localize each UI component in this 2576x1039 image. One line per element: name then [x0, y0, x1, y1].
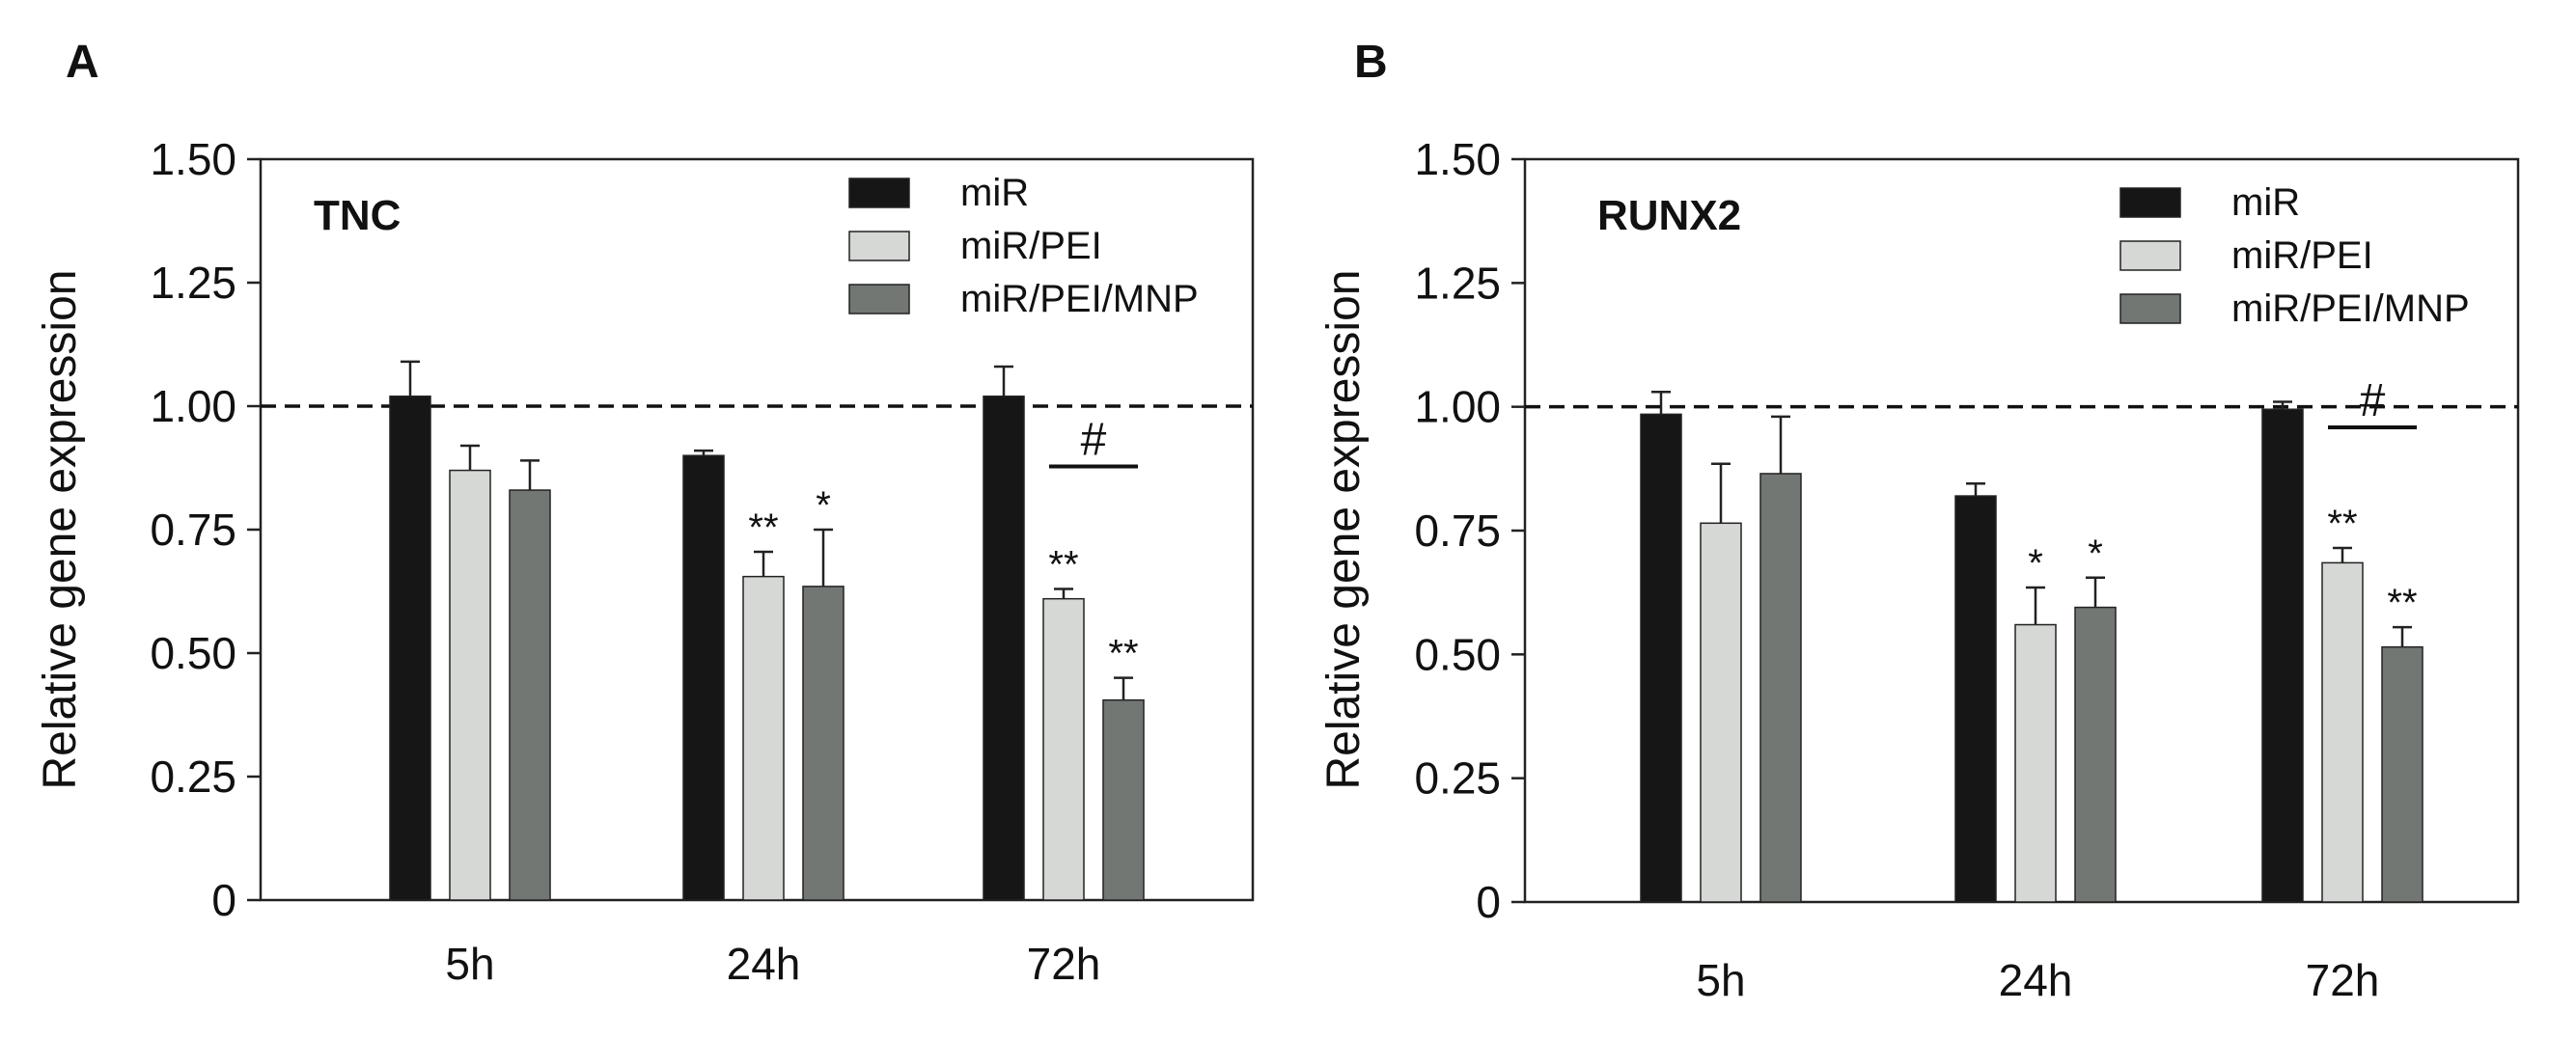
y-tick-label: 0.25 [150, 752, 236, 802]
panel-b: B 0 0.25 0.50 0.75 1.00 1.25 1.50 Relative gene … [1318, 37, 2520, 1005]
y-tick-label: 1.00 [150, 381, 236, 431]
significance-mark: * [816, 484, 831, 527]
bar [449, 469, 491, 901]
bar [389, 396, 431, 901]
significance-mark: * [2088, 533, 2103, 575]
panel-letter: B [1354, 37, 1388, 88]
y-tick-label: 0.75 [1414, 506, 1501, 556]
bar [509, 489, 551, 901]
bar [1640, 413, 1682, 903]
legend-label: miR [2231, 181, 2300, 224]
significance-mark: ** [748, 506, 778, 549]
bar [1700, 522, 1742, 903]
significance-mark: ** [2327, 503, 2357, 545]
legend-swatch [2119, 240, 2181, 271]
category-label: 72h [1027, 939, 1101, 989]
significance-mark: ** [1048, 543, 1078, 586]
bar [1042, 597, 1085, 901]
y-tick-label: 0 [211, 875, 236, 925]
bar [2381, 645, 2424, 903]
legend-label: miR/PEI/MNP [2231, 287, 2470, 330]
legend-label: miR [960, 172, 1029, 214]
panel-a: A 0 0.25 0.50 0.75 1.00 1.25 1.50 Relative gene … [35, 37, 1255, 989]
legend-label: miR/PEI/MNP [960, 278, 1199, 320]
bracket-label: # [1081, 414, 1107, 465]
y-tick-label: 1.50 [1414, 134, 1501, 184]
category-label: 24h [1999, 955, 2073, 1005]
category-label: 5h [1696, 955, 1745, 1005]
y-axis-title: Relative gene expression [1318, 270, 1370, 790]
category-label: 24h [727, 939, 801, 989]
legend-swatch [848, 284, 910, 314]
y-tick-label: 1.25 [1414, 258, 1501, 308]
category-label: 72h [2306, 955, 2380, 1005]
legend-label: miR/PEI [2231, 234, 2373, 277]
y-tick-label: 0.50 [1414, 629, 1501, 679]
legend-swatch [848, 178, 910, 208]
bar [742, 575, 785, 901]
y-tick-label: 0.75 [150, 505, 236, 555]
bar [983, 396, 1025, 901]
bar [802, 586, 845, 901]
y-tick-label: 1.25 [150, 258, 236, 308]
legend-label: miR/PEI [960, 225, 1102, 267]
bar [1102, 698, 1145, 901]
legend-swatch [848, 231, 910, 261]
bar [2261, 408, 2304, 903]
bracket-label: # [2360, 375, 2386, 426]
legend-swatch [2119, 187, 2181, 218]
panel-letter: A [66, 37, 99, 88]
gene-title: RUNX2 [1597, 192, 1741, 239]
significance-mark: ** [1108, 633, 1138, 675]
significance-mark: ** [2387, 582, 2417, 624]
y-axis-title: Relative gene expression [35, 270, 86, 790]
legend-swatch [2119, 293, 2181, 324]
y-tick-label: 0.50 [150, 628, 236, 678]
bar [1954, 495, 1997, 903]
bar [2321, 561, 2364, 903]
bar [2074, 606, 2117, 903]
gene-title: TNC [314, 192, 401, 239]
bar [1759, 473, 1802, 903]
category-label: 5h [445, 939, 494, 989]
y-tick-label: 1.50 [150, 134, 236, 184]
y-tick-label: 0 [1476, 877, 1501, 927]
significance-mark: * [2028, 542, 2043, 585]
y-tick-label: 0.25 [1414, 753, 1501, 804]
y-tick-label: 1.00 [1414, 382, 1501, 432]
bar [682, 454, 725, 901]
bar [2014, 623, 2057, 903]
